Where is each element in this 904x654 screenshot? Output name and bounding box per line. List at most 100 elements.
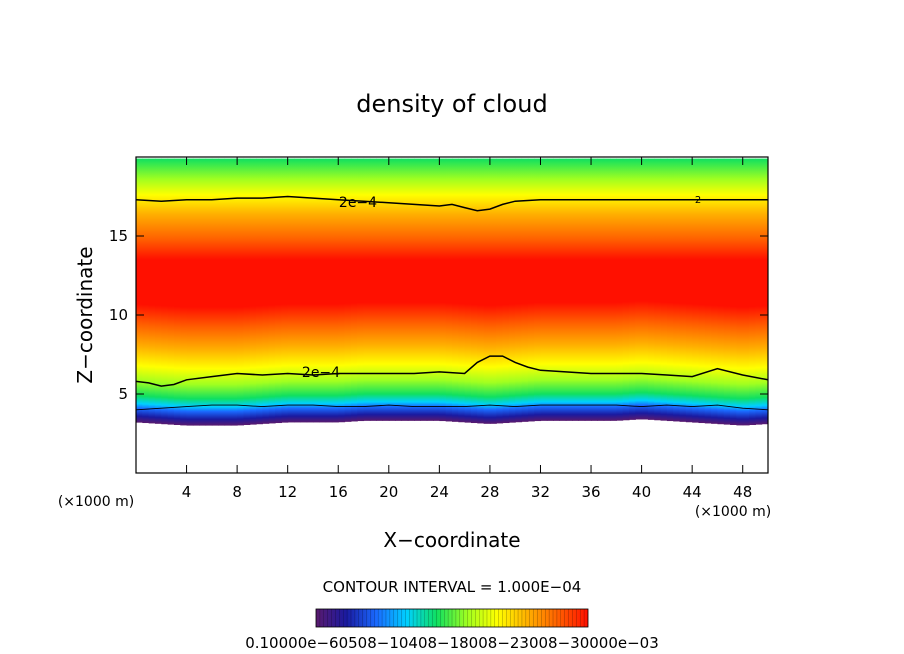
density-column <box>300 158 308 423</box>
density-column <box>628 158 636 420</box>
density-column <box>161 158 169 425</box>
density-column <box>616 158 624 421</box>
contour-label-lower: 2e−4 <box>302 365 340 381</box>
density-column <box>350 158 358 422</box>
y-tick-label: 15 <box>109 227 128 245</box>
density-column <box>414 158 421 421</box>
colorbar: 0.10000e−60508−10408−18008−23008−30000e−… <box>245 608 659 652</box>
density-column <box>591 158 598 421</box>
density-column <box>610 158 617 421</box>
density-column <box>761 158 768 425</box>
density-column <box>136 158 143 423</box>
density-column <box>331 158 339 423</box>
density-column <box>502 158 510 424</box>
x-tick-label: 44 <box>683 483 702 501</box>
y-axis-label: Z−coordinate <box>73 246 97 383</box>
density-column <box>603 158 611 421</box>
x-tick-label: 20 <box>379 483 398 501</box>
density-column <box>256 158 263 425</box>
density-column <box>679 158 687 422</box>
density-column <box>338 158 346 423</box>
chart-title: density of cloud <box>356 90 547 118</box>
density-column <box>584 158 592 421</box>
contour-lines <box>136 195 768 411</box>
density-column <box>736 158 744 426</box>
density-column <box>496 158 504 424</box>
contour-label: 2 <box>695 195 701 206</box>
density-column <box>275 158 282 424</box>
density-column <box>205 158 213 426</box>
density-column <box>647 158 655 420</box>
density-column <box>294 158 301 423</box>
density-column <box>142 158 150 424</box>
density-column <box>426 158 434 421</box>
x-unit-label: (×1000 m) <box>695 504 771 520</box>
contour-label: 2e−4 <box>339 195 377 211</box>
density-column <box>685 158 693 423</box>
contour-label-upper: 2e−4 <box>339 195 377 211</box>
density-column <box>306 158 314 423</box>
density-column <box>572 158 579 421</box>
density-column <box>237 158 245 426</box>
density-column <box>281 158 289 423</box>
density-column <box>673 158 681 422</box>
density-column <box>521 158 529 422</box>
density-column <box>704 158 712 424</box>
density-column <box>249 158 257 425</box>
x-tick-label: 24 <box>430 483 449 501</box>
y-axis-ticks: 5 10 15 <box>109 227 768 403</box>
density-column <box>654 158 662 421</box>
density-field <box>136 157 768 473</box>
density-column <box>167 158 175 425</box>
density-column <box>211 158 219 426</box>
density-column <box>540 158 548 421</box>
density-column <box>312 158 320 423</box>
x-tick-label: 28 <box>480 483 499 501</box>
density-column <box>559 158 567 421</box>
density-column <box>262 158 270 424</box>
density-column <box>635 158 643 420</box>
density-column <box>357 158 365 422</box>
density-column <box>369 158 377 421</box>
density-column <box>527 158 535 422</box>
density-column <box>723 158 731 425</box>
x-tick-label: 4 <box>182 483 192 501</box>
density-column <box>148 158 156 424</box>
density-column <box>344 158 352 422</box>
density-column <box>395 158 403 421</box>
density-column <box>742 158 750 426</box>
density-column <box>420 158 428 421</box>
density-column <box>489 158 497 424</box>
density-column <box>173 158 181 426</box>
density-column <box>464 158 472 423</box>
density-column <box>565 158 573 421</box>
density-column <box>433 158 440 421</box>
density-column <box>660 158 668 421</box>
density-column <box>401 158 409 421</box>
y-tick-label: 10 <box>109 306 128 324</box>
density-column <box>180 158 188 426</box>
contour-line <box>136 195 768 212</box>
density-column <box>192 158 200 426</box>
density-column <box>376 158 384 421</box>
x-tick-label: 12 <box>278 483 297 501</box>
colorbar-labels: 0.10000e−60508−10408−18008−23008−30000e−… <box>245 634 659 652</box>
density-column <box>515 158 523 423</box>
density-column <box>230 158 238 426</box>
x-tick-label: 32 <box>531 483 550 501</box>
density-column <box>508 158 516 423</box>
density-column <box>711 158 719 424</box>
density-column <box>730 158 737 426</box>
density-column <box>445 158 453 422</box>
density-column <box>199 158 207 426</box>
x-axis-ticks: 4 8 12 16 20 24 28 32 36 40 44 48 <box>182 157 752 501</box>
colorbar-ticks <box>319 609 585 627</box>
density-column <box>154 158 162 424</box>
density-column <box>698 158 706 424</box>
x-axis-label: X−coordinate <box>383 528 520 552</box>
density-column <box>325 158 333 423</box>
density-column <box>224 158 232 426</box>
density-column <box>755 158 763 425</box>
y-unit-label: (×1000 m) <box>58 494 134 510</box>
density-column <box>319 158 327 423</box>
